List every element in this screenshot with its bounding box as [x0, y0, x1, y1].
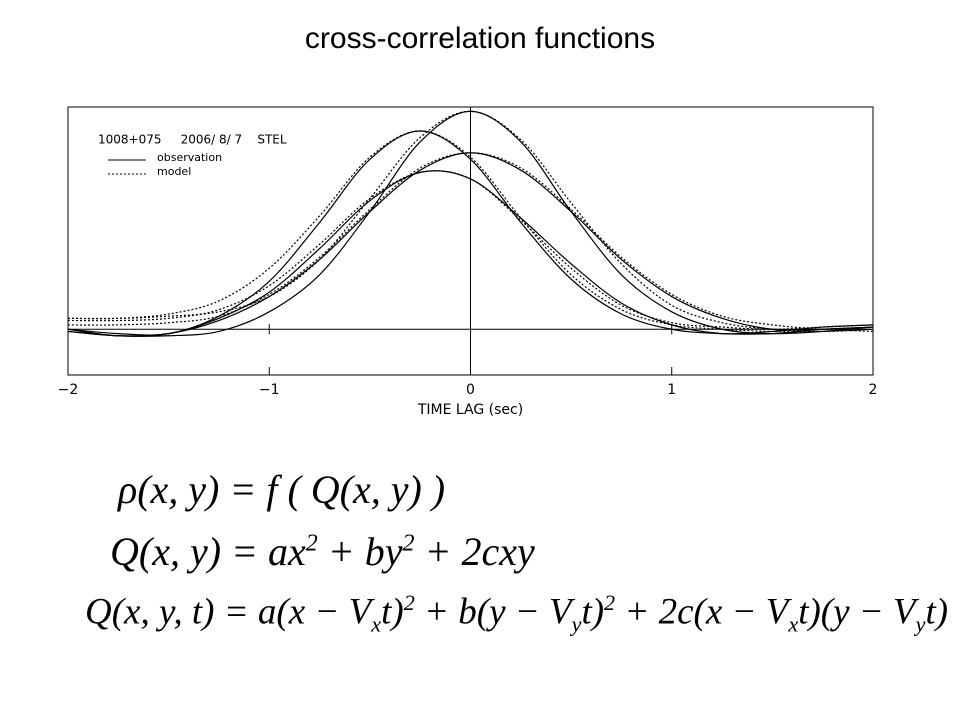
series-line: [67, 170, 874, 330]
series-line: [67, 110, 874, 333]
equation-part: ρ(x, y) = f ( Q(x, y) ): [118, 467, 446, 512]
equation-part: x: [371, 611, 382, 637]
equation-part: t)(y − V: [798, 591, 916, 633]
equation-part: t): [381, 591, 404, 633]
equation-part: + b(y − V: [414, 591, 572, 633]
equation-part: 2: [604, 590, 616, 615]
equation-part: + 2c(x − V: [615, 591, 789, 633]
equation-part: t): [581, 591, 605, 633]
equation-part: y: [915, 611, 926, 637]
equation-part: t): [925, 591, 949, 633]
equation-part: 2: [305, 530, 318, 557]
slide-title: cross-correlation functions: [304, 22, 656, 55]
x-tick-label: 0: [466, 382, 475, 398]
equation-part: x: [788, 611, 799, 637]
x-tick-label: −1: [259, 382, 280, 398]
legend-label: model: [157, 165, 191, 178]
equation: ρ(x, y) = f ( Q(x, y) ): [118, 466, 445, 513]
equation-part: 2: [402, 530, 415, 557]
x-tick-label: −2: [58, 382, 79, 398]
equation-part: Q(x, y) = ax: [110, 529, 306, 574]
equation-part: Q(x, y, t) = a(x − V: [85, 591, 372, 633]
equation-part: 2: [403, 590, 415, 615]
x-tick-label: 1: [667, 382, 676, 398]
series-line: [67, 152, 874, 333]
series-line: [67, 130, 874, 333]
series-line: [67, 110, 874, 337]
equation-part: y: [571, 611, 582, 637]
x-tick-label: 2: [869, 382, 878, 398]
equation: Q(x, y, t) = a(x − Vxt)2 + b(y − Vyt)2 +…: [85, 590, 948, 638]
legend-label: observation: [157, 151, 222, 164]
chart: −2 −1 0 1 2 TIME LAG (sec) 1008+075 2006/ 8/ 7…: [58, 106, 878, 418]
equation-part: + 2cxy: [414, 529, 535, 574]
x-axis-label: TIME LAG (sec): [417, 402, 523, 418]
annotation: 1008+075 2006/ 8/ 7 STEL: [98, 133, 287, 147]
equation-part: + by: [317, 529, 403, 574]
equation: Q(x, y) = ax2 + by2 + 2cxy: [110, 528, 535, 575]
